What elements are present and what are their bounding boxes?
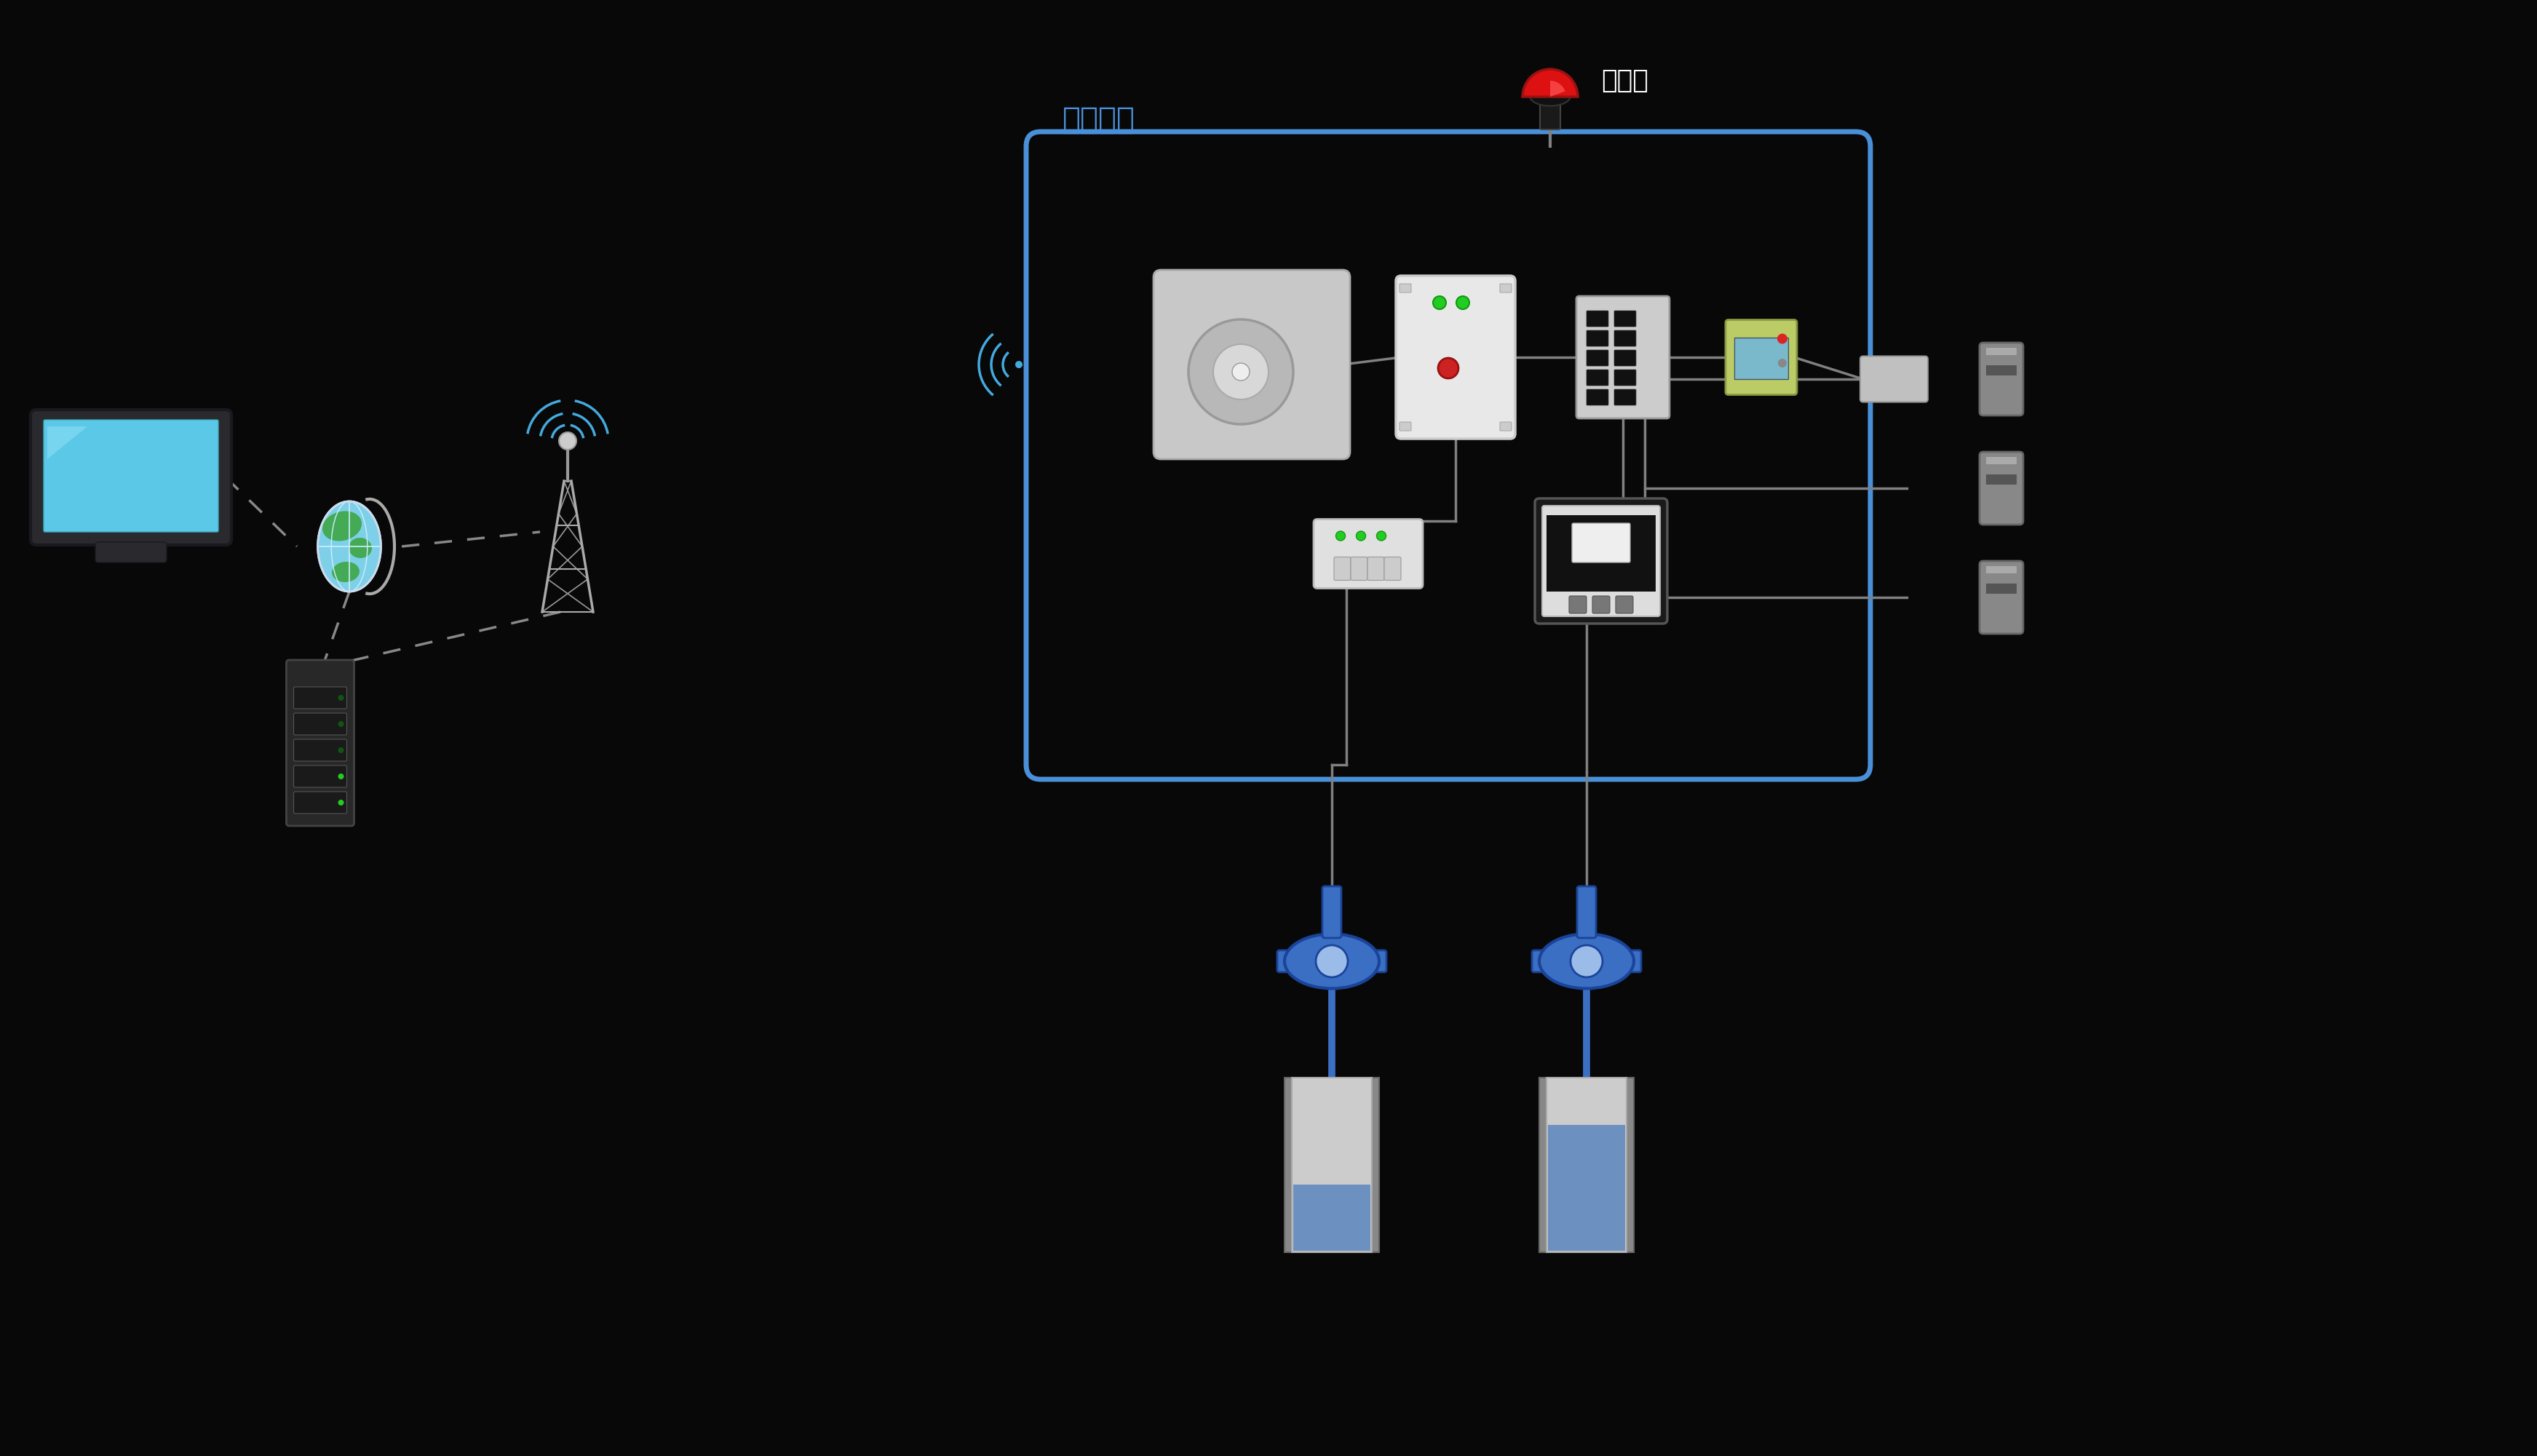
FancyBboxPatch shape bbox=[1334, 558, 1350, 581]
FancyBboxPatch shape bbox=[294, 740, 348, 761]
FancyBboxPatch shape bbox=[1725, 320, 1796, 395]
FancyBboxPatch shape bbox=[1979, 451, 2022, 524]
Circle shape bbox=[1433, 296, 1446, 309]
Circle shape bbox=[337, 799, 345, 805]
FancyBboxPatch shape bbox=[1586, 389, 1608, 405]
FancyBboxPatch shape bbox=[1154, 269, 1350, 459]
FancyBboxPatch shape bbox=[124, 536, 137, 546]
Ellipse shape bbox=[1284, 933, 1378, 989]
FancyBboxPatch shape bbox=[1614, 331, 1636, 347]
Circle shape bbox=[1570, 945, 1601, 977]
FancyBboxPatch shape bbox=[1291, 1077, 1373, 1252]
FancyBboxPatch shape bbox=[1322, 887, 1342, 938]
FancyBboxPatch shape bbox=[1586, 349, 1608, 365]
FancyBboxPatch shape bbox=[30, 409, 231, 545]
FancyBboxPatch shape bbox=[1395, 275, 1515, 438]
FancyBboxPatch shape bbox=[1986, 475, 2017, 485]
FancyBboxPatch shape bbox=[1535, 498, 1667, 623]
Circle shape bbox=[1456, 296, 1469, 309]
FancyBboxPatch shape bbox=[1586, 310, 1608, 326]
Circle shape bbox=[1778, 358, 1786, 367]
Circle shape bbox=[1375, 531, 1385, 540]
FancyBboxPatch shape bbox=[287, 660, 355, 826]
Circle shape bbox=[337, 695, 345, 700]
FancyBboxPatch shape bbox=[294, 766, 348, 788]
FancyBboxPatch shape bbox=[1398, 422, 1411, 431]
FancyBboxPatch shape bbox=[43, 419, 218, 531]
FancyBboxPatch shape bbox=[1614, 349, 1636, 365]
FancyBboxPatch shape bbox=[1294, 1184, 1370, 1251]
Ellipse shape bbox=[317, 501, 381, 591]
Circle shape bbox=[337, 773, 345, 779]
FancyBboxPatch shape bbox=[96, 542, 167, 562]
FancyBboxPatch shape bbox=[1979, 561, 2022, 633]
FancyBboxPatch shape bbox=[1586, 331, 1608, 347]
FancyBboxPatch shape bbox=[1499, 422, 1512, 431]
Text: 制御装置: 制御装置 bbox=[1063, 105, 1134, 135]
FancyBboxPatch shape bbox=[1542, 505, 1659, 616]
FancyBboxPatch shape bbox=[1314, 520, 1423, 588]
FancyBboxPatch shape bbox=[1586, 370, 1608, 386]
FancyBboxPatch shape bbox=[1398, 284, 1411, 293]
Circle shape bbox=[337, 721, 345, 727]
Circle shape bbox=[1438, 358, 1459, 379]
Circle shape bbox=[1355, 531, 1365, 540]
FancyBboxPatch shape bbox=[1545, 1077, 1626, 1252]
Circle shape bbox=[1334, 531, 1345, 540]
FancyBboxPatch shape bbox=[1614, 370, 1636, 386]
Ellipse shape bbox=[332, 562, 360, 582]
FancyBboxPatch shape bbox=[1545, 515, 1654, 591]
FancyBboxPatch shape bbox=[1284, 1077, 1291, 1252]
FancyBboxPatch shape bbox=[1614, 310, 1636, 326]
Ellipse shape bbox=[348, 537, 373, 558]
FancyBboxPatch shape bbox=[1548, 1125, 1624, 1251]
FancyBboxPatch shape bbox=[1276, 951, 1304, 973]
Ellipse shape bbox=[1540, 933, 1634, 989]
FancyBboxPatch shape bbox=[1367, 558, 1383, 581]
FancyBboxPatch shape bbox=[1979, 342, 2022, 415]
Ellipse shape bbox=[322, 511, 363, 542]
FancyBboxPatch shape bbox=[1986, 566, 2017, 574]
FancyBboxPatch shape bbox=[1986, 365, 2017, 376]
FancyBboxPatch shape bbox=[1575, 887, 1596, 938]
FancyBboxPatch shape bbox=[1986, 584, 2017, 594]
FancyBboxPatch shape bbox=[1373, 1077, 1378, 1252]
FancyBboxPatch shape bbox=[1570, 523, 1629, 562]
FancyBboxPatch shape bbox=[1540, 1077, 1545, 1252]
FancyBboxPatch shape bbox=[1540, 93, 1560, 130]
Circle shape bbox=[558, 432, 576, 450]
Circle shape bbox=[1776, 333, 1786, 344]
FancyBboxPatch shape bbox=[294, 687, 348, 709]
FancyBboxPatch shape bbox=[294, 713, 348, 735]
FancyBboxPatch shape bbox=[1575, 296, 1669, 418]
Circle shape bbox=[1314, 945, 1347, 977]
FancyBboxPatch shape bbox=[1860, 357, 1928, 402]
FancyBboxPatch shape bbox=[1350, 558, 1367, 581]
FancyBboxPatch shape bbox=[1360, 951, 1385, 973]
FancyBboxPatch shape bbox=[1614, 951, 1641, 973]
Wedge shape bbox=[1550, 80, 1565, 96]
FancyBboxPatch shape bbox=[1626, 1077, 1634, 1252]
Polygon shape bbox=[48, 427, 86, 459]
FancyBboxPatch shape bbox=[294, 792, 348, 814]
FancyBboxPatch shape bbox=[1568, 596, 1586, 613]
FancyBboxPatch shape bbox=[1986, 348, 2017, 355]
FancyBboxPatch shape bbox=[1616, 596, 1634, 613]
Circle shape bbox=[337, 747, 345, 753]
FancyBboxPatch shape bbox=[1733, 338, 1789, 379]
Circle shape bbox=[1233, 363, 1248, 380]
Ellipse shape bbox=[1530, 87, 1570, 106]
FancyBboxPatch shape bbox=[1532, 951, 1558, 973]
Circle shape bbox=[1213, 344, 1268, 399]
Text: 回転灯: 回転灯 bbox=[1601, 68, 1649, 93]
Circle shape bbox=[1187, 319, 1294, 424]
FancyBboxPatch shape bbox=[1499, 284, 1512, 293]
FancyBboxPatch shape bbox=[1383, 558, 1400, 581]
FancyBboxPatch shape bbox=[1591, 596, 1608, 613]
Wedge shape bbox=[1522, 68, 1578, 96]
Circle shape bbox=[1015, 361, 1022, 368]
FancyBboxPatch shape bbox=[1986, 457, 2017, 464]
FancyBboxPatch shape bbox=[1614, 389, 1636, 405]
